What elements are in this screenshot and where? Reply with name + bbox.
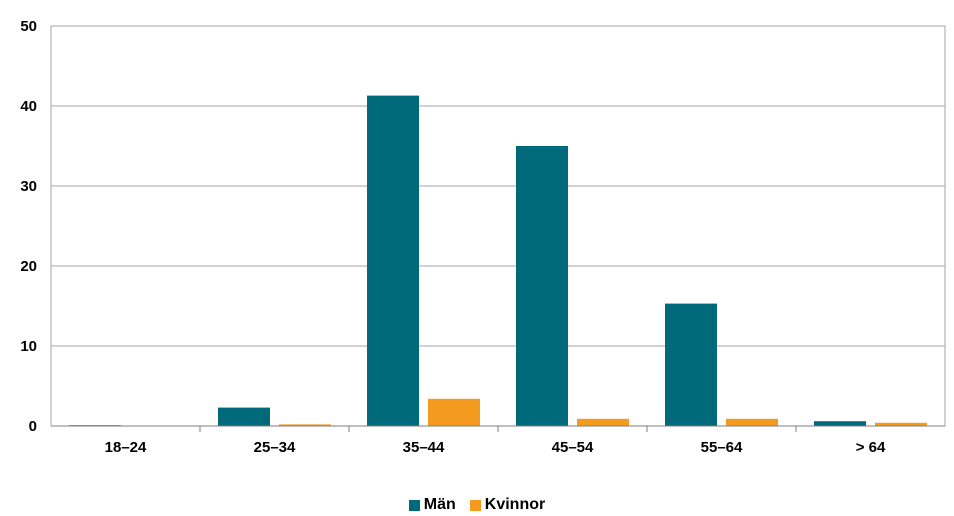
legend-item-kvinnor: Kvinnor — [469, 496, 546, 514]
bar-kvinnor — [875, 422, 927, 426]
legend-label-kvinnor: Kvinnor — [484, 496, 546, 513]
y-tick-labels: 0 10 20 30 40 50 — [20, 18, 37, 435]
x-tick-labels: 18–24 25–34 35–44 45–54 55–64 > 64 — [105, 439, 886, 456]
x-tick-label: 45–54 — [552, 439, 594, 456]
gridlines — [51, 105, 945, 347]
x-tick-label: 55–64 — [701, 439, 743, 456]
y-tick-label: 30 — [20, 178, 37, 195]
legend-item-man: Män — [408, 496, 456, 514]
legend-label-man: Män — [423, 496, 456, 513]
x-tick-label: 25–34 — [254, 439, 296, 456]
plot-area-border — [50, 25, 946, 427]
bar-chart: 18–24 25–34 35–44 45–54 55–64 > 64 0 10 20 30 40 5… — [20, 18, 946, 456]
y-tick-label: 0 — [29, 418, 37, 435]
legend: Män Kvinnor — [0, 496, 954, 514]
bar-man — [516, 146, 568, 426]
bar-kvinnor — [279, 424, 331, 426]
y-tick-label: 40 — [20, 98, 37, 115]
y-tick-label: 50 — [20, 18, 37, 35]
bar-man — [814, 421, 866, 426]
bars — [69, 95, 927, 426]
bar-man — [218, 407, 270, 426]
bar-man — [665, 303, 717, 426]
x-tick-label: 35–44 — [403, 439, 445, 456]
axes — [50, 26, 945, 432]
bar-kvinnor — [428, 398, 480, 426]
legend-swatch-kvinnor — [469, 499, 481, 511]
legend-swatch-man — [408, 499, 420, 511]
x-tick-label: > 64 — [856, 439, 886, 456]
bar-kvinnor — [577, 418, 629, 426]
x-tick-label: 18–24 — [105, 439, 147, 456]
bar-kvinnor — [726, 418, 778, 426]
y-tick-label: 10 — [20, 338, 37, 355]
bar-man — [367, 95, 419, 426]
y-tick-label: 20 — [20, 258, 37, 275]
